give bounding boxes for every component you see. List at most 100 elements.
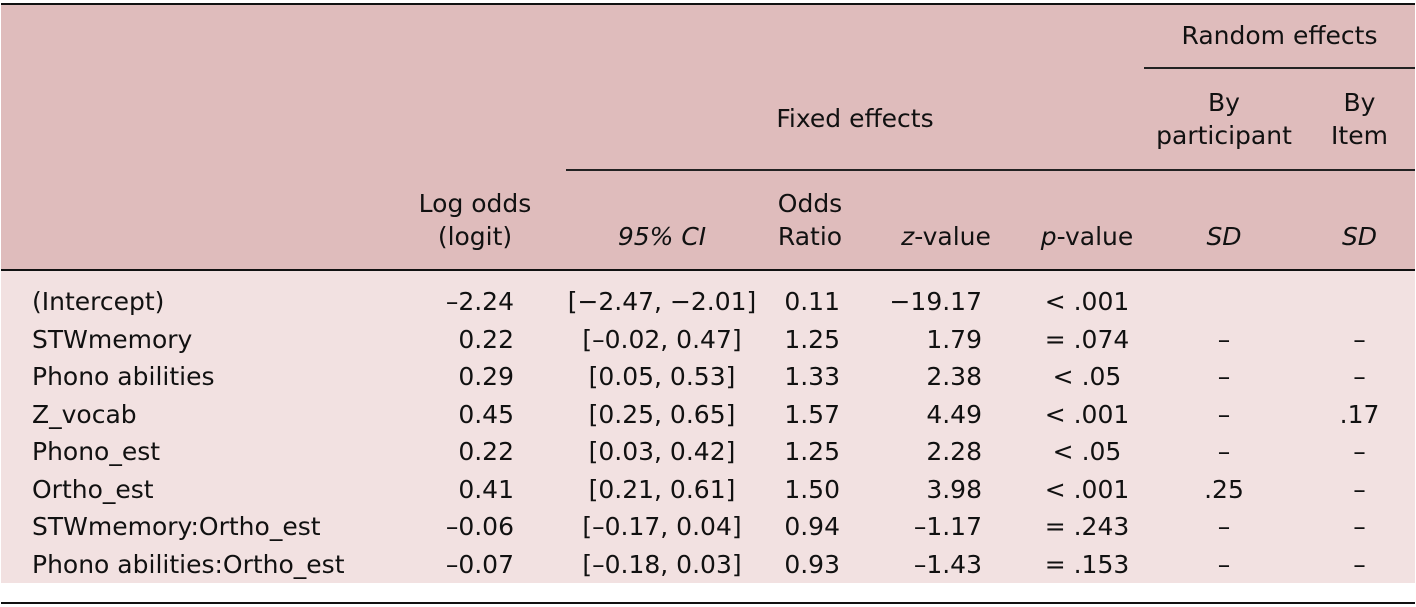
by-item-header: By Item (1304, 68, 1416, 171)
log-odds-cell: 0.22 (384, 433, 566, 471)
p-value-cell: = .074 (1030, 320, 1144, 358)
z-value-cell: 2.38 (862, 358, 1030, 396)
mixed-effects-table: Random effects Fixed effects By particip… (1, 4, 1416, 583)
odds-ratio-header: Odds Ratio (758, 170, 862, 271)
p-value-cell: < .001 (1030, 470, 1144, 508)
ci-cell: [−2.47, −2.01] (566, 283, 758, 321)
p-value-cell: = .243 (1030, 508, 1144, 546)
table-row: Phono abilities:Ortho_est –0.07 [–0.18, … (1, 545, 1416, 583)
term-column-header (1, 170, 384, 271)
table-row: Z_vocab 0.45 [0.25, 0.65] 1.57 4.49 < .0… (1, 395, 1416, 433)
table-row: STWmemory 0.22 [–0.02, 0.47] 1.25 1.79 =… (1, 320, 1416, 358)
table-row: STWmemory:Ortho_est –0.06 [–0.17, 0.04] … (1, 508, 1416, 546)
log-odds-cell: 0.45 (384, 395, 566, 433)
by-item-line2: Item (1331, 121, 1388, 150)
odds-ratio-line1: Odds (777, 189, 843, 218)
odds-ratio-cell: 1.25 (758, 433, 862, 471)
body-top-padding (1, 270, 1416, 283)
sd-item-cell: .17 (1304, 395, 1416, 433)
z-value-cell: –1.17 (862, 508, 1030, 546)
table-row: Phono_est 0.22 [0.03, 0.42] 1.25 2.28 < … (1, 433, 1416, 471)
term-cell: Z_vocab (1, 395, 384, 433)
term-cell: STWmemory:Ortho_est (1, 508, 384, 546)
term-cell: STWmemory (1, 320, 384, 358)
log-odds-cell: –0.06 (384, 508, 566, 546)
sd-item-cell: – (1304, 508, 1416, 546)
log-odds-line1: Log odds (418, 189, 532, 218)
odds-ratio-line2: Ratio (777, 222, 843, 251)
odds-ratio-cell: 1.33 (758, 358, 862, 396)
sd-participant-cell: – (1144, 395, 1304, 433)
term-cell: Ortho_est (1, 470, 384, 508)
table-row: Ortho_est 0.41 [0.21, 0.61] 1.50 3.98 < … (1, 470, 1416, 508)
z-rest: -value (914, 222, 991, 251)
bottom-rule (1, 602, 1415, 604)
z-value-cell: −19.17 (862, 283, 1030, 321)
odds-ratio-cell: 1.50 (758, 470, 862, 508)
table-row: (Intercept) –2.24 [−2.47, −2.01] 0.11 −1… (1, 283, 1416, 321)
log-odds-header: Log odds (logit) (384, 170, 566, 271)
odds-ratio-cell: 0.93 (758, 545, 862, 583)
by-participant-header: By participant (1144, 68, 1304, 171)
z-value-cell: 3.98 (862, 470, 1030, 508)
z-italic: z (901, 222, 915, 251)
by-participant-line2: participant (1156, 121, 1292, 150)
odds-ratio-cell: 0.11 (758, 283, 862, 321)
odds-ratio-cell: 1.25 (758, 320, 862, 358)
sd-item-cell: – (1304, 320, 1416, 358)
table-row: Phono abilities 0.29 [0.05, 0.53] 1.33 2… (1, 358, 1416, 396)
z-value-cell: 1.79 (862, 320, 1030, 358)
ci-cell: [–0.18, 0.03] (566, 545, 758, 583)
by-item-line1: By (1343, 88, 1376, 117)
log-odds-cell: 0.22 (384, 320, 566, 358)
p-value-cell: = .153 (1030, 545, 1144, 583)
random-effects-header: Random effects (1144, 4, 1416, 69)
p-value-cell: < .001 (1030, 283, 1144, 321)
ci-cell: [0.05, 0.53] (566, 358, 758, 396)
ci-cell: [0.21, 0.61] (566, 470, 758, 508)
sd-item-cell: – (1304, 433, 1416, 471)
p-value-header: p-value (1030, 170, 1144, 271)
sd-item-header: SD (1304, 170, 1416, 271)
z-value-cell: –1.43 (862, 545, 1030, 583)
ci-cell: [0.03, 0.42] (566, 433, 758, 471)
ci-cell: [0.25, 0.65] (566, 395, 758, 433)
sd-participant-cell: – (1144, 358, 1304, 396)
table-body: (Intercept) –2.24 [−2.47, −2.01] 0.11 −1… (1, 270, 1416, 583)
sd-item-cell: – (1304, 358, 1416, 396)
p-value-cell: < .05 (1030, 358, 1144, 396)
log-odds-cell: –0.07 (384, 545, 566, 583)
sd-participant-header: SD (1144, 170, 1304, 271)
p-italic: p (1040, 222, 1057, 251)
top-rule (1, 3, 1415, 5)
z-value-cell: 4.49 (862, 395, 1030, 433)
sd-item-cell: – (1304, 470, 1416, 508)
term-cell: Phono abilities:Ortho_est (1, 545, 384, 583)
sd-participant-cell: .25 (1144, 470, 1304, 508)
header-spacer-2 (1, 68, 566, 170)
sd-participant-cell (1144, 283, 1304, 321)
z-value-cell: 2.28 (862, 433, 1030, 471)
z-value-header: z-value (862, 170, 1030, 271)
p-rest: -value (1056, 222, 1134, 251)
ci-cell: [–0.02, 0.47] (566, 320, 758, 358)
sd-participant-cell: – (1144, 433, 1304, 471)
log-odds-cell: –2.24 (384, 283, 566, 321)
term-cell: Phono abilities (1, 358, 384, 396)
sd-participant-cell: – (1144, 320, 1304, 358)
term-cell: Phono_est (1, 433, 384, 471)
log-odds-line2: (logit) (437, 222, 513, 251)
term-cell: (Intercept) (1, 283, 384, 321)
sd-item-cell (1304, 283, 1416, 321)
ci-header: 95% CI (566, 170, 758, 271)
p-value-cell: < .001 (1030, 395, 1144, 433)
sd-participant-cell: – (1144, 545, 1304, 583)
fixed-effects-header: Fixed effects (566, 68, 1144, 171)
sd-item-cell: – (1304, 545, 1416, 583)
by-participant-line1: By (1208, 88, 1240, 117)
table-header: Random effects Fixed effects By particip… (1, 4, 1416, 271)
header-spacer (1, 4, 1144, 68)
odds-ratio-cell: 0.94 (758, 508, 862, 546)
log-odds-cell: 0.41 (384, 470, 566, 508)
